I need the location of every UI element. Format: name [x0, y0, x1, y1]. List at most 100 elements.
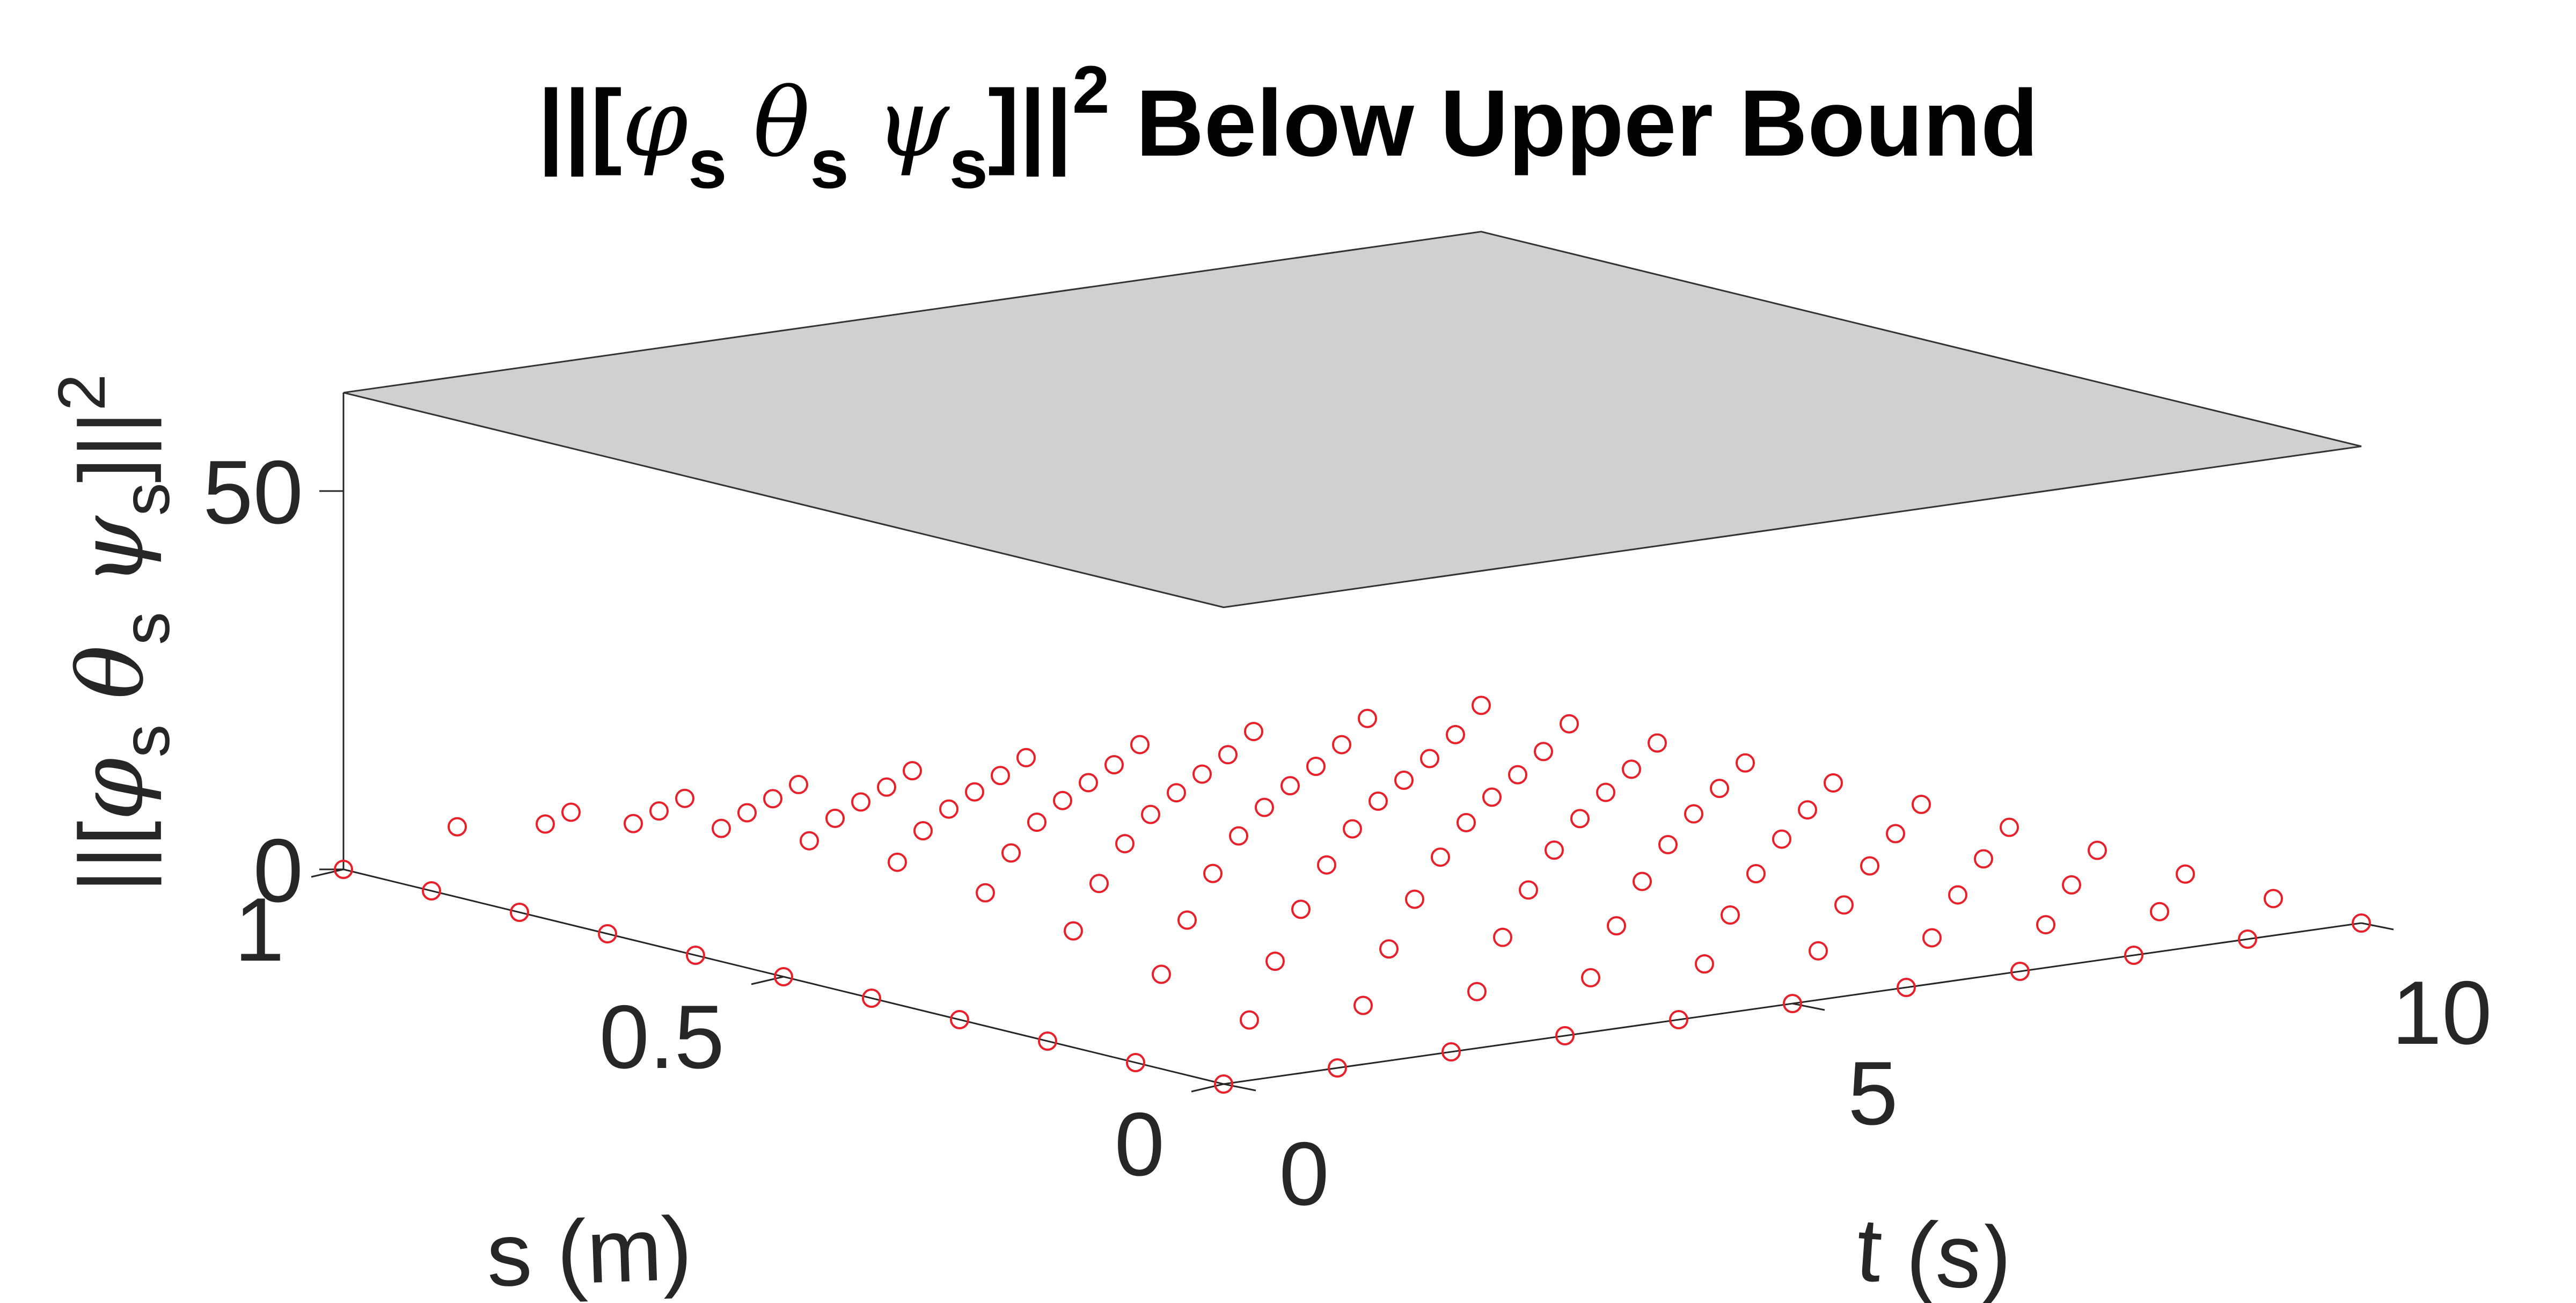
- surface-point: [1343, 819, 1362, 839]
- surface-point: [2352, 913, 2371, 933]
- surface-point: [1405, 889, 1424, 909]
- surface-point: [2062, 875, 2081, 895]
- surface-point: [976, 883, 995, 903]
- x-axis-label: t (s): [1853, 1198, 2015, 1303]
- surface-point: [763, 789, 782, 809]
- surface-point: [2088, 840, 2107, 860]
- chart-title: ||[φs θs ψs]||2 Below Upper Bound: [538, 53, 2038, 203]
- surface-point: [1152, 964, 1171, 984]
- surface-point: [1317, 855, 1336, 875]
- y-axis-label: s (m): [485, 1197, 694, 1303]
- y-tick-mark: [311, 868, 344, 878]
- surface-point: [1368, 791, 1388, 811]
- surface-point: [851, 792, 870, 812]
- surface-point: [1394, 770, 1414, 790]
- surface-point: [2150, 902, 2169, 921]
- surface-point: [950, 1010, 969, 1029]
- surface-point: [1798, 800, 1817, 820]
- z-tick-label: 50: [203, 442, 303, 543]
- surface-point: [1358, 708, 1377, 728]
- surface-point: [1244, 722, 1263, 742]
- y-tick-label: 1: [235, 879, 284, 980]
- surface-point: [1648, 733, 1667, 753]
- surface-markers: [334, 696, 2371, 1094]
- z-label-power: 2: [45, 374, 119, 411]
- surface-point: [536, 814, 555, 834]
- title-sub-1: s: [688, 125, 727, 203]
- surface-point: [1596, 782, 1615, 802]
- surface-point: [913, 821, 933, 840]
- z-label-prefix: ||[: [61, 821, 162, 892]
- surface-point: [1555, 1026, 1575, 1045]
- surface-point: [877, 777, 896, 797]
- title-psi: ψ: [875, 68, 950, 178]
- surface-point: [1695, 954, 1714, 974]
- surface-point: [1280, 776, 1300, 796]
- z-label-theta: θ: [58, 645, 164, 699]
- surface-point: [1809, 941, 1828, 961]
- surface-point: [1441, 1042, 1461, 1062]
- surface-point: [686, 946, 705, 965]
- surface-point: [1218, 745, 1238, 765]
- surface-point: [1622, 759, 1641, 779]
- surface-point: [1332, 735, 1351, 755]
- z-label-sub-3: s: [109, 483, 184, 516]
- surface-point: [1493, 927, 1512, 947]
- z-label-sub-1: s: [109, 724, 184, 758]
- title-sub-2: s: [810, 125, 848, 203]
- axes-group: [311, 392, 2394, 1093]
- y-tick-label: 0: [1115, 1094, 1165, 1195]
- surface-point: [2176, 864, 2195, 884]
- surface-point: [1053, 790, 1072, 810]
- surface-point: [1291, 899, 1311, 919]
- surface-point: [1482, 787, 1502, 807]
- surface-point: [675, 788, 694, 808]
- surface-point: [1214, 1074, 1233, 1094]
- x-tick-label: 0: [1279, 1123, 1329, 1224]
- surface-point: [1001, 843, 1021, 863]
- surface-point: [774, 967, 793, 986]
- surface-point: [825, 808, 845, 828]
- surface-point: [1064, 921, 1083, 941]
- title-theta: θ: [753, 68, 810, 178]
- surface-point: [1379, 939, 1399, 959]
- surface-point: [448, 817, 467, 837]
- z-label-sub-2: s: [109, 612, 184, 645]
- surface-point: [1079, 773, 1098, 793]
- surface-point: [1886, 824, 1905, 844]
- title-sub-3: s: [949, 125, 988, 203]
- surface-point: [1607, 916, 1626, 936]
- surface-point: [1560, 714, 1579, 734]
- z-axis-label: ||[φs θs ψs]||2: [45, 374, 184, 893]
- surface-point: [1922, 928, 1942, 948]
- surface-point: [1229, 826, 1248, 846]
- surface-point: [1167, 783, 1186, 803]
- surface-point: [1472, 696, 1491, 715]
- surface-point: [737, 803, 757, 823]
- y-tick-label: 0.5: [599, 986, 724, 1087]
- surface-point: [1974, 849, 1993, 869]
- surface-point: [1177, 910, 1197, 930]
- z-label-psi: ψ: [58, 515, 164, 587]
- surface-point: [1306, 756, 1326, 776]
- surface-point: [1141, 804, 1160, 824]
- surface-point: [1534, 742, 1553, 762]
- surface-point: [1192, 764, 1212, 784]
- surface-point: [1860, 856, 1879, 876]
- surface-point: [1912, 794, 1931, 814]
- surface-point: [1016, 748, 1036, 767]
- surface-point: [561, 802, 581, 822]
- surface-point: [1328, 1058, 1347, 1078]
- surface-point: [1089, 874, 1109, 894]
- surface-point: [1570, 809, 1590, 829]
- surface-point: [1027, 812, 1046, 832]
- surface-point: [1519, 880, 1538, 900]
- z-label-phi: φ: [58, 758, 164, 821]
- surface-point: [1783, 994, 1802, 1013]
- surface-point: [1834, 895, 1854, 915]
- surface-point: [789, 774, 808, 794]
- surface-point: [1658, 834, 1678, 854]
- surface-point: [1508, 765, 1527, 785]
